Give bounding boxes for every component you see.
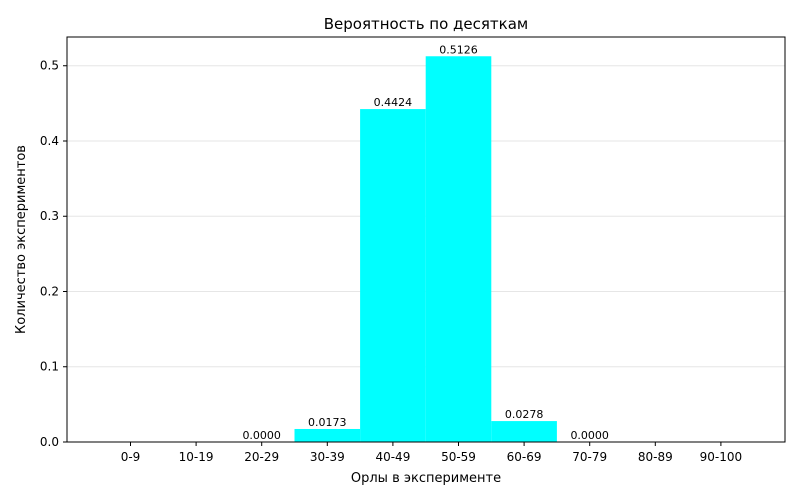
y-tick-label: 0.0	[40, 435, 59, 449]
bar-value-label: 0.5126	[439, 43, 478, 56]
x-tick-label: 30-39	[310, 450, 345, 464]
plot-frame	[66, 36, 786, 443]
y-tick-label: 0.1	[40, 360, 59, 374]
x-tick-label: 10-19	[179, 450, 214, 464]
y-axis-title: Количество экспериментов	[14, 145, 29, 334]
x-tick-label: 90-100	[700, 450, 743, 464]
y-tick-label: 0.4	[40, 134, 59, 148]
x-tick-label: 80-89	[638, 450, 673, 464]
x-axis-title: Орлы в эксперименте	[351, 471, 501, 486]
bar-value-label: 0.0278	[505, 408, 544, 421]
bar	[294, 428, 361, 442]
bar	[491, 421, 557, 442]
y-tick-label: 0.3	[40, 209, 59, 223]
x-tick-label: 60-69	[507, 450, 542, 464]
bar	[360, 109, 426, 442]
y-tick-label: 0.5	[40, 59, 59, 73]
bars-layer	[294, 56, 557, 442]
chart-title: Вероятность по десяткам	[324, 15, 529, 33]
y-tick-label: 0.2	[40, 284, 59, 298]
bar-value-label: 0.4424	[374, 96, 413, 109]
bar-value-label: 0.0000	[570, 429, 609, 442]
x-tick-label: 40-49	[375, 450, 410, 464]
data-labels-layer: 0.0000 0.0173 0.4424 0.5126 0.0278 0.0000	[242, 43, 609, 442]
bar-value-label: 0.0000	[242, 429, 281, 442]
x-tick-label: 50-59	[441, 450, 476, 464]
bar	[425, 56, 492, 442]
x-tick-label: 0-9	[121, 450, 141, 464]
x-tick-label: 20-29	[244, 450, 279, 464]
x-ticks-layer: 0-9 10-19 20-29 30-39 40-49 50-59 60-69 70-79 80…	[121, 442, 742, 464]
bar-value-label: 0.0173	[308, 416, 347, 429]
y-ticks-layer: 0.0 0.1 0.2 0.3 0.4 0.5	[40, 59, 67, 449]
x-tick-label: 70-79	[572, 450, 607, 464]
